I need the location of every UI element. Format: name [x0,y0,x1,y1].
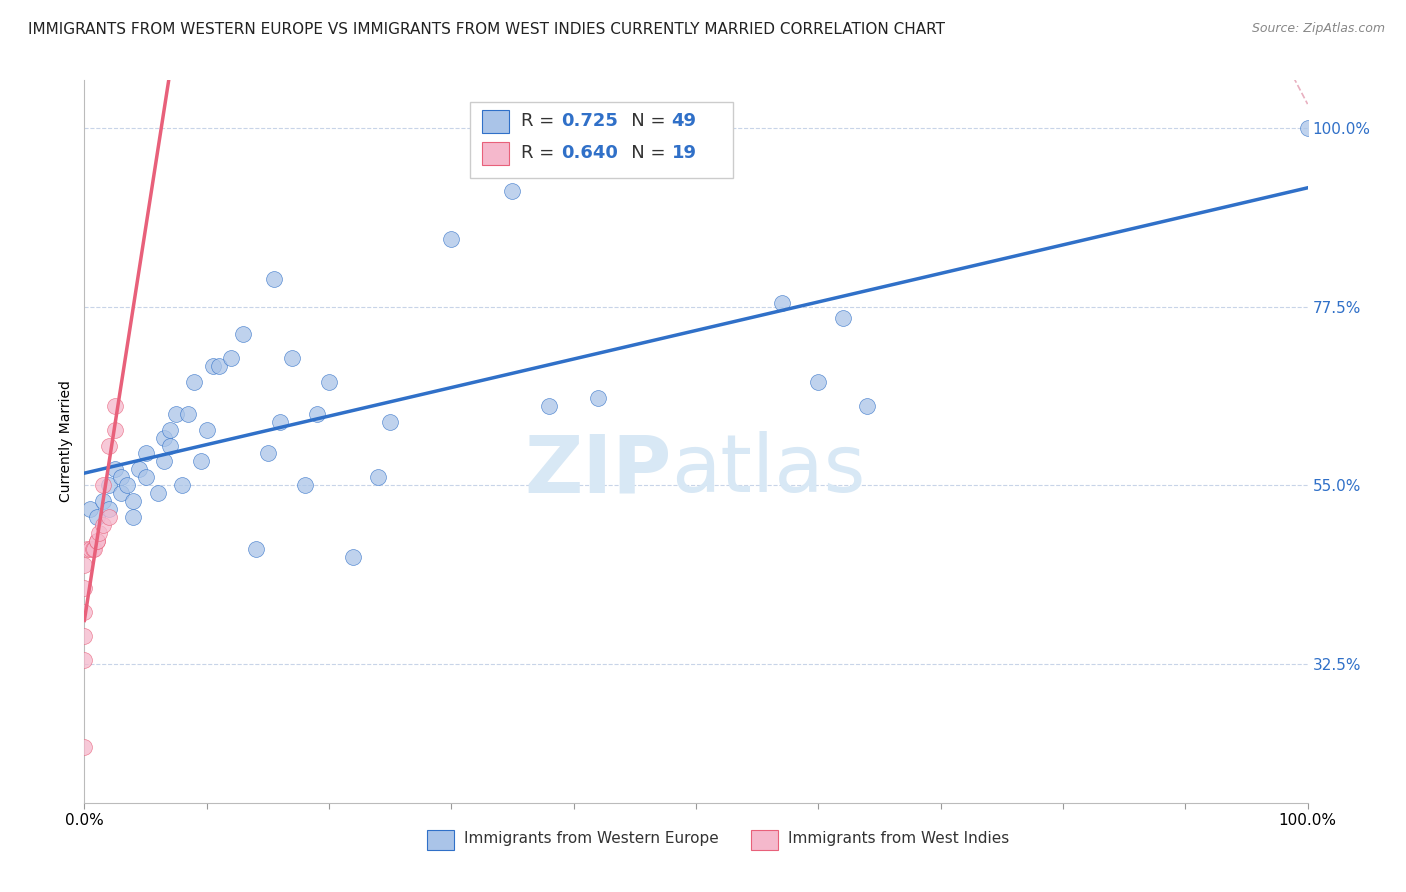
Point [440,232,463,246]
Point [91,478,114,492]
Point [281,351,304,366]
Point [115,478,138,492]
Point [807,375,830,389]
Point [342,549,364,564]
Point [73,605,96,619]
Point [83,541,105,556]
Point [97,502,120,516]
Point [110,486,132,500]
Point [86,510,108,524]
Point [294,478,316,492]
Point [97,478,120,492]
Text: ZIP: ZIP [524,432,672,509]
Point [770,295,793,310]
Text: IMMIGRANTS FROM WESTERN EUROPE VS IMMIGRANTS FROM WEST INDIES CURRENTLY MARRIED : IMMIGRANTS FROM WESTERN EUROPE VS IMMIGR… [28,22,945,37]
Point [305,407,328,421]
Point [73,582,96,596]
Point [73,653,96,667]
Point [586,391,609,405]
Point [86,533,108,548]
Point [257,446,280,460]
Point [232,327,254,342]
Point [82,541,104,556]
Point [122,510,145,524]
Point [1296,120,1319,135]
Point [128,462,150,476]
Text: 49: 49 [672,112,696,130]
Point [502,185,524,199]
Point [172,478,194,492]
Bar [427,830,454,850]
Point [367,470,389,484]
Text: R =: R = [522,145,560,162]
Point [219,351,242,366]
Point [245,541,267,556]
Point [380,415,402,429]
Point [177,407,200,421]
Point [195,423,218,437]
Point [135,470,157,484]
Point [87,525,110,540]
Point [104,423,127,437]
Point [153,454,176,468]
Text: Immigrants from Western Europe: Immigrants from Western Europe [464,831,718,847]
Point [97,438,120,452]
Text: Source: ZipAtlas.com: Source: ZipAtlas.com [1251,22,1385,36]
Bar [482,110,509,133]
Bar [751,830,778,850]
Point [146,486,169,500]
Point [135,446,157,460]
Point [91,494,114,508]
Point [856,399,879,413]
Point [97,510,120,524]
Point [79,541,101,556]
Text: 0.640: 0.640 [561,145,619,162]
Point [183,375,205,389]
Point [122,494,145,508]
Point [165,407,187,421]
Point [76,541,98,556]
Point [159,423,181,437]
Point [153,431,176,445]
Point [831,311,853,326]
Point [538,399,561,413]
Point [73,629,96,643]
Point [269,415,291,429]
Point [208,359,231,373]
Point [263,272,285,286]
Text: 0.725: 0.725 [561,112,619,130]
Point [73,558,96,572]
Point [201,359,224,373]
Point [318,375,340,389]
Text: atlas: atlas [672,432,866,509]
Point [190,454,212,468]
Point [104,462,127,476]
Text: Immigrants from West Indies: Immigrants from West Indies [787,831,1010,847]
Point [104,399,127,413]
Bar [482,142,509,165]
Point [159,438,181,452]
Point [79,502,101,516]
Point [73,740,96,755]
FancyBboxPatch shape [470,102,733,178]
Text: N =: N = [614,112,671,130]
Text: N =: N = [614,145,671,162]
Text: 19: 19 [672,145,696,162]
Text: R =: R = [522,112,560,130]
Point [91,517,114,532]
Point [110,470,132,484]
Point [86,533,108,548]
Y-axis label: Currently Married: Currently Married [59,381,73,502]
